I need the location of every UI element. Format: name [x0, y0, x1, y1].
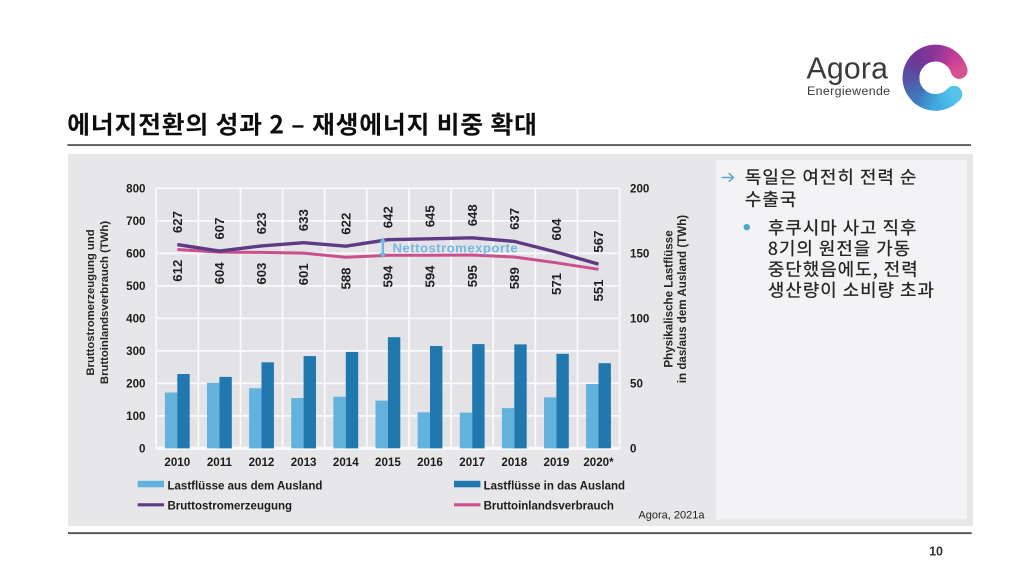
svg-text:Physikalische Lastflüsse: Physikalische Lastflüsse [663, 230, 676, 368]
svg-text:567: 567 [591, 231, 606, 253]
svg-text:623: 623 [254, 212, 269, 234]
svg-text:600: 600 [126, 248, 145, 261]
svg-text:2018: 2018 [501, 456, 527, 469]
svg-text:2011: 2011 [207, 456, 233, 469]
svg-text:400: 400 [126, 313, 145, 326]
svg-text:571: 571 [549, 273, 564, 295]
svg-text:645: 645 [423, 205, 438, 227]
svg-text:551: 551 [591, 280, 606, 302]
svg-text:800: 800 [126, 183, 145, 196]
svg-text:2020*: 2020* [583, 456, 614, 469]
svg-text:100: 100 [126, 410, 145, 423]
svg-text:2013: 2013 [291, 456, 317, 469]
svg-text:500: 500 [126, 280, 145, 293]
svg-text:637: 637 [507, 208, 522, 230]
svg-text:627: 627 [170, 211, 185, 233]
svg-text:150: 150 [630, 248, 649, 261]
svg-text:Bruttoinlandsverbrauch: Bruttoinlandsverbrauch [484, 500, 614, 512]
svg-text:633: 633 [296, 209, 311, 231]
svg-text:50: 50 [630, 378, 643, 391]
svg-text:601: 601 [296, 263, 311, 285]
svg-text:Nettostromexporte: Nettostromexporte [393, 241, 519, 256]
svg-text:Bruttostromerzeugung und: Bruttostromerzeugung und [85, 229, 97, 375]
svg-text:607: 607 [212, 218, 227, 240]
svg-text:2017: 2017 [459, 456, 485, 469]
svg-text:Agora, 2021a: Agora, 2021a [638, 510, 705, 522]
svg-text:Lastflüsse aus dem Ausland: Lastflüsse aus dem Ausland [168, 480, 323, 492]
svg-text:100: 100 [630, 313, 649, 326]
svg-text:200: 200 [126, 378, 145, 391]
svg-text:2019: 2019 [544, 456, 570, 469]
svg-text:595: 595 [465, 265, 480, 287]
svg-text:200: 200 [630, 183, 649, 196]
svg-text:2015: 2015 [375, 456, 401, 469]
svg-text:594: 594 [381, 265, 396, 288]
svg-text:612: 612 [170, 260, 185, 282]
svg-text:588: 588 [338, 268, 353, 290]
svg-text:0: 0 [139, 443, 145, 456]
svg-text:0: 0 [630, 443, 636, 456]
svg-text:300: 300 [126, 345, 145, 358]
svg-text:2010: 2010 [164, 456, 190, 469]
svg-text:10: 10 [929, 545, 943, 559]
svg-text:700: 700 [126, 215, 145, 228]
svg-text:in das/aus dem Ausland (TWh): in das/aus dem Ausland (TWh) [676, 215, 689, 383]
svg-text:Energiewende: Energiewende [807, 84, 890, 98]
svg-text:Bruttoinlandsverbrauch (TWh): Bruttoinlandsverbrauch (TWh) [99, 221, 111, 384]
svg-text:2016: 2016 [417, 456, 443, 469]
svg-text:604: 604 [212, 262, 227, 285]
svg-text:589: 589 [507, 267, 522, 289]
svg-text:604: 604 [549, 218, 564, 241]
svg-text:622: 622 [338, 213, 353, 235]
svg-text:Bruttostromerzeugung: Bruttostromerzeugung [168, 500, 293, 512]
svg-text:648: 648 [465, 204, 480, 226]
svg-text:Lastflüsse in das Ausland: Lastflüsse in das Ausland [484, 480, 625, 492]
svg-text:594: 594 [423, 265, 438, 288]
svg-text:603: 603 [254, 263, 269, 285]
svg-text:2012: 2012 [249, 456, 275, 469]
svg-text:Agora: Agora [807, 52, 889, 85]
svg-text:2014: 2014 [333, 456, 359, 469]
svg-text:642: 642 [381, 206, 396, 228]
